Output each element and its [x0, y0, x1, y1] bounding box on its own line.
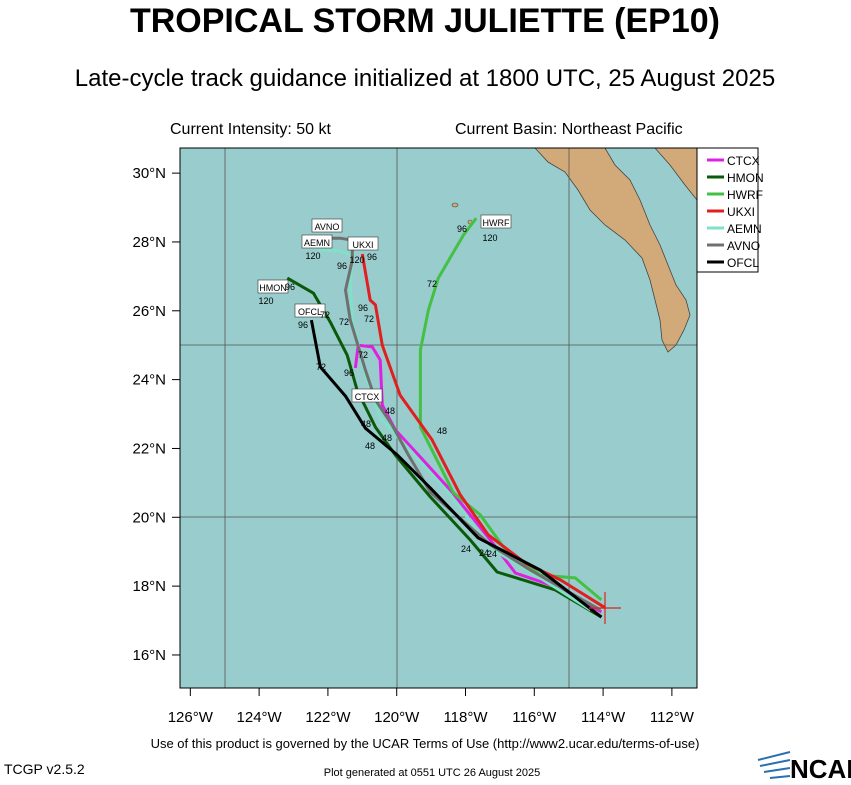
- land: [534, 147, 691, 353]
- plot-frame: [179, 147, 698, 689]
- x-tick-label: 112°W: [650, 709, 695, 726]
- logo: NCAR: [790, 754, 851, 780]
- logo-stripes: [757, 751, 791, 779]
- y-tick-label: 28°N: [132, 234, 166, 251]
- hour-label: 48: [382, 433, 392, 443]
- hour-label: 72: [358, 350, 368, 360]
- track-name-box: [257, 279, 289, 294]
- track-name-box: [347, 236, 379, 251]
- track-name: OFCL: [298, 307, 322, 317]
- hour-label: 48: [361, 419, 371, 429]
- x-tick-label: 126°W: [168, 709, 214, 726]
- hour-label: 72: [364, 314, 374, 324]
- hour-label: 96: [344, 368, 354, 378]
- hour-label: 120: [482, 233, 497, 243]
- x-tick-label: 118°W: [443, 709, 488, 726]
- map-grid: [180, 148, 697, 688]
- hour-label: 48: [385, 406, 395, 416]
- track-name: AVNO: [315, 222, 340, 232]
- hour-label: 72: [339, 317, 349, 327]
- version: TCGP v2.5.2: [4, 761, 85, 777]
- hour-label: 48: [437, 426, 447, 436]
- generated: Plot generated at 0551 UTC 26 August 202…: [324, 767, 541, 779]
- track-line: [286, 276, 603, 619]
- current-position: [589, 592, 621, 624]
- hour-label: 96: [337, 261, 347, 271]
- track-line: [353, 343, 603, 614]
- track-name-box: [311, 218, 343, 233]
- y-tick-label: 20°N: [132, 509, 166, 526]
- hour-label: 96: [358, 303, 368, 313]
- track-name-box: [294, 303, 326, 318]
- track-name: UKXI: [352, 240, 373, 250]
- hour-label: 120: [258, 296, 273, 306]
- legend-label: OFCL: [727, 256, 759, 270]
- y-tick-label: 18°N: [132, 578, 166, 595]
- hour-label: 24: [479, 548, 489, 558]
- y-tick-label: 16°N: [132, 647, 166, 664]
- hour-label: 24: [487, 549, 497, 559]
- title: TROPICAL STORM JULIETTE (EP10): [130, 2, 720, 40]
- x-tick-label: 120°W: [374, 709, 420, 726]
- track-name: HMON: [259, 283, 287, 293]
- track-line: [309, 319, 603, 619]
- footer: Use of this product is governed by the U…: [151, 736, 700, 751]
- legend-label: HMON: [727, 171, 764, 185]
- legend-label: UKXI: [727, 205, 755, 219]
- track-name: CTCX: [355, 392, 380, 402]
- hour-label: 120: [305, 251, 320, 261]
- hour-label: 96: [298, 320, 308, 330]
- island: [451, 202, 459, 208]
- legend-label: CTCX: [727, 154, 760, 168]
- y-tick-label: 30°N: [132, 165, 166, 182]
- hour-label: 24: [461, 544, 471, 554]
- hour-label: 72: [427, 279, 437, 289]
- hour-label: 120: [349, 255, 364, 265]
- legend-label: AEMN: [727, 222, 762, 236]
- intensity: Current Intensity: 50 kt: [170, 121, 332, 138]
- x-tick-label: 114°W: [581, 709, 626, 726]
- track-name-box: [301, 234, 333, 249]
- hour-label: 96: [367, 252, 377, 262]
- x-tick-label: 124°W: [237, 709, 283, 726]
- track-name-box: [480, 214, 512, 229]
- legend-label: HWRF: [727, 188, 763, 202]
- basin: Current Basin: Northeast Pacific: [455, 121, 683, 138]
- hour-label: 48: [365, 441, 375, 451]
- y-tick-label: 26°N: [132, 303, 166, 320]
- track-name: HWRF: [483, 218, 510, 228]
- legend-label: AVNO: [727, 239, 760, 253]
- hour-label: 96: [457, 224, 467, 234]
- hour-label: 96: [285, 282, 295, 292]
- x-tick-label: 116°W: [512, 709, 557, 726]
- track-name-box: [351, 388, 383, 403]
- hour-label: 72: [320, 310, 330, 320]
- y-tick-label: 24°N: [132, 372, 166, 389]
- ocean: [180, 148, 697, 688]
- hour-label: 72: [316, 362, 326, 372]
- subtitle: Late-cycle track guidance initialized at…: [75, 65, 775, 92]
- track-name: AEMN: [304, 238, 330, 248]
- x-tick-label: 122°W: [305, 709, 351, 726]
- y-tick-label: 22°N: [132, 440, 166, 457]
